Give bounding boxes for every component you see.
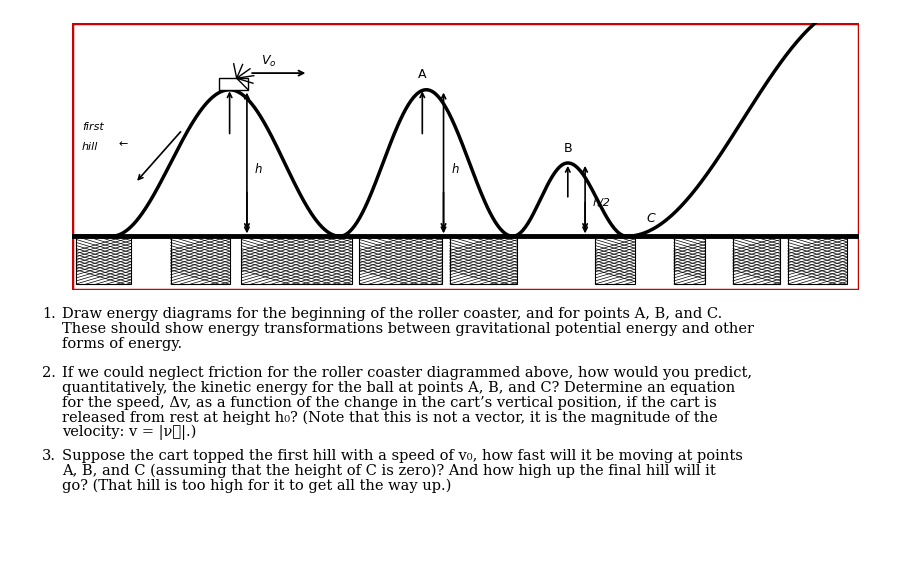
Text: h/2: h/2	[592, 198, 610, 208]
Bar	[595, 236, 634, 284]
Text: go? (That hill is too high for it to get all the way up.): go? (That hill is too high for it to get…	[62, 479, 451, 493]
Bar	[171, 236, 229, 284]
Text: 3.: 3.	[42, 449, 56, 463]
Text: h: h	[255, 163, 262, 176]
Text: B: B	[563, 142, 572, 155]
Text: $\leftarrow$: $\leftarrow$	[116, 138, 128, 148]
Text: forms of energy.: forms of energy.	[62, 337, 182, 351]
Text: hill: hill	[81, 142, 98, 152]
Bar	[450, 236, 517, 284]
Text: These should show energy transformations between gravitational potential energy : These should show energy transformations…	[62, 322, 753, 336]
Text: 2.: 2.	[42, 367, 56, 380]
Text: $V_o$: $V_o$	[261, 54, 276, 69]
Text: Suppose the cart topped the first hill with a speed of v₀, how fast will it be m: Suppose the cart topped the first hill w…	[62, 449, 742, 463]
Text: first: first	[81, 122, 103, 131]
Bar	[787, 236, 846, 284]
Bar	[76, 236, 131, 284]
Text: 1.: 1.	[42, 307, 56, 321]
Text: C: C	[646, 211, 655, 225]
Text: quantitatively, the kinetic energy for the ball at points A, B, and C? Determine: quantitatively, the kinetic energy for t…	[62, 381, 734, 395]
Bar	[359, 236, 442, 284]
Text: h: h	[451, 163, 459, 176]
Text: velocity: v = |ν⃗|.): velocity: v = |ν⃗|.)	[62, 425, 196, 441]
Text: A, B, and C (assuming that the height of C is zero)? And how high up the final h: A, B, and C (assuming that the height of…	[62, 464, 715, 478]
Bar	[241, 236, 351, 284]
Text: released from rest at height h₀? (Note that this is not a vector, it is the magn: released from rest at height h₀? (Note t…	[62, 411, 717, 424]
Text: Draw energy diagrams for the beginning of the roller coaster, and for points A, : Draw energy diagrams for the beginning o…	[62, 307, 721, 321]
Text: for the speed, Δv, as a function of the change in the cart’s vertical position, : for the speed, Δv, as a function of the …	[62, 395, 716, 409]
Text: If we could neglect friction for the roller coaster diagrammed above, how would : If we could neglect friction for the rol…	[62, 367, 751, 380]
Bar	[732, 236, 779, 284]
Bar	[219, 78, 248, 90]
Bar	[674, 236, 704, 284]
Text: A: A	[417, 68, 426, 80]
